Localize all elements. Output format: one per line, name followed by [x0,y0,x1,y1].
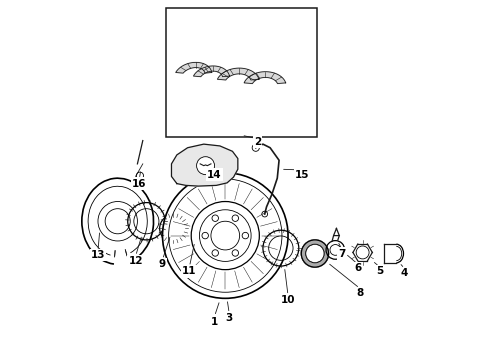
Circle shape [212,215,219,221]
Text: 14: 14 [207,170,222,180]
Text: 15: 15 [295,170,310,180]
Text: 1: 1 [211,317,218,327]
Text: 11: 11 [182,266,196,276]
Text: 6: 6 [354,263,362,273]
Polygon shape [172,144,238,186]
Text: 13: 13 [91,250,105,260]
Text: 8: 8 [356,288,364,298]
Text: 10: 10 [281,295,295,305]
Text: 7: 7 [338,248,345,258]
Circle shape [212,250,219,256]
Bar [166,8,317,137]
Circle shape [242,232,248,239]
Text: 2: 2 [254,138,261,147]
Polygon shape [244,72,286,84]
Circle shape [196,157,215,175]
Polygon shape [194,66,229,77]
Text: 16: 16 [132,179,147,189]
Circle shape [232,215,239,221]
Text: 12: 12 [128,256,143,266]
Circle shape [202,232,208,239]
Polygon shape [218,68,259,80]
Text: 5: 5 [376,266,383,276]
Text: 3: 3 [225,313,232,323]
Text: 4: 4 [401,268,408,278]
Circle shape [232,250,239,256]
Polygon shape [176,62,212,73]
Text: 9: 9 [159,259,166,269]
Circle shape [163,173,288,298]
